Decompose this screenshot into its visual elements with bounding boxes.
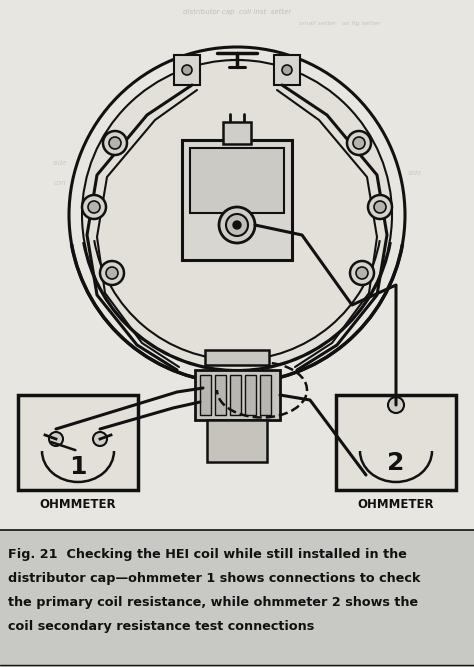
Circle shape bbox=[219, 207, 255, 243]
Text: side: side bbox=[53, 160, 67, 166]
Circle shape bbox=[93, 432, 107, 446]
Circle shape bbox=[353, 137, 365, 149]
Circle shape bbox=[282, 65, 292, 75]
Bar bbox=[180, 138, 294, 262]
Bar bbox=[18, 395, 138, 490]
Text: distributor cap—ohmmeter 1 shows connections to check: distributor cap—ohmmeter 1 shows connect… bbox=[8, 572, 420, 585]
Text: Fig. 21  Checking the HEI coil while still installed in the: Fig. 21 Checking the HEI coil while stil… bbox=[8, 548, 407, 561]
Bar bbox=[174, 55, 200, 85]
Text: 1: 1 bbox=[69, 455, 87, 479]
Circle shape bbox=[368, 195, 392, 219]
Text: the primary coil resistance, while ohmmeter 2 shows the: the primary coil resistance, while ohmme… bbox=[8, 596, 418, 609]
Circle shape bbox=[103, 131, 127, 155]
Bar bbox=[200, 375, 211, 415]
Bar bbox=[215, 375, 226, 415]
Circle shape bbox=[374, 201, 386, 213]
Circle shape bbox=[226, 214, 248, 236]
Bar bbox=[336, 395, 456, 490]
Bar bbox=[223, 122, 251, 144]
Bar bbox=[0, 0, 474, 530]
Circle shape bbox=[109, 137, 121, 149]
Bar bbox=[230, 375, 241, 415]
Text: 2: 2 bbox=[387, 451, 405, 475]
Bar bbox=[205, 350, 269, 365]
Text: distributor cap  coil inst  setter: distributor cap coil inst setter bbox=[183, 9, 291, 15]
Circle shape bbox=[100, 261, 124, 285]
Circle shape bbox=[106, 267, 118, 279]
Bar bbox=[182, 140, 292, 260]
Text: side: side bbox=[408, 170, 422, 176]
Text: coil secondary resistance test connections: coil secondary resistance test connectio… bbox=[8, 620, 314, 633]
Bar bbox=[195, 370, 280, 420]
Bar bbox=[190, 148, 284, 213]
Circle shape bbox=[82, 195, 106, 219]
Text: small setter   as fig setter: small setter as fig setter bbox=[300, 21, 381, 27]
Text: con: con bbox=[54, 180, 66, 186]
Bar bbox=[274, 55, 300, 85]
Circle shape bbox=[347, 131, 371, 155]
Bar bbox=[245, 375, 256, 415]
Circle shape bbox=[388, 397, 404, 413]
Bar bbox=[260, 375, 271, 415]
Circle shape bbox=[233, 221, 241, 229]
Text: OHMMETER: OHMMETER bbox=[40, 498, 116, 510]
Circle shape bbox=[82, 60, 392, 370]
Circle shape bbox=[88, 201, 100, 213]
Circle shape bbox=[350, 261, 374, 285]
Circle shape bbox=[182, 65, 192, 75]
Bar bbox=[0, 530, 474, 667]
Bar bbox=[207, 420, 267, 462]
Circle shape bbox=[49, 432, 63, 446]
Text: OHMMETER: OHMMETER bbox=[358, 498, 434, 510]
Circle shape bbox=[356, 267, 368, 279]
